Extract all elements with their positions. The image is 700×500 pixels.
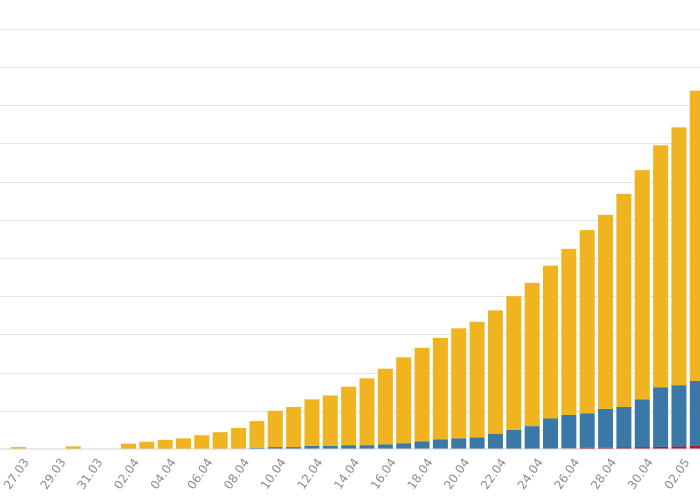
x-tick-label: 28.04 (588, 456, 619, 492)
x-tick-label: 02.04 (111, 456, 142, 492)
bar-segment (598, 447, 614, 449)
bar-segment (451, 438, 467, 449)
bar-segment (506, 296, 522, 430)
bar-segment (598, 408, 614, 448)
bar-segment (120, 443, 136, 449)
bar-segment (322, 395, 338, 446)
bar-segment (65, 446, 81, 449)
x-tick-label: 08.04 (221, 456, 252, 492)
bar-segment (157, 439, 173, 449)
bar-segment (487, 433, 503, 449)
x-tick-label: 02.05 (661, 456, 692, 492)
bar-segment (598, 214, 614, 409)
x-tick-label: 24.04 (515, 456, 546, 492)
bar-segment (616, 447, 632, 449)
bar-segment (451, 328, 467, 439)
bar-segment (377, 444, 393, 449)
bar-segment (396, 357, 412, 444)
bar-segment (396, 443, 412, 449)
bar-segment (414, 347, 430, 442)
bar-segment (286, 406, 302, 448)
bar-segment (432, 439, 448, 449)
bar-segment (653, 145, 669, 388)
bar-segment (377, 368, 393, 445)
bar-segment (561, 415, 577, 449)
x-tick-label: 31.03 (74, 456, 105, 492)
bar-segment (304, 445, 320, 449)
bar-segment (10, 447, 26, 449)
bar-segment (249, 447, 265, 449)
bar-segment (561, 248, 577, 415)
bar-segment (671, 127, 687, 386)
bar-segment (616, 406, 632, 448)
bar-segment (231, 427, 247, 449)
x-axis-ticks: 27.03 29.03 31.03 02.04 04.04 06.04 08.04 10.04… (1, 456, 693, 492)
bar-segment (671, 385, 687, 447)
bar-segment (267, 447, 283, 449)
bar-segment (341, 445, 357, 449)
x-tick-label: 30.04 (625, 456, 656, 492)
bar-segment (616, 193, 632, 407)
bar-segment (414, 441, 430, 449)
bar-segment (689, 381, 700, 446)
bar-segment (341, 386, 357, 446)
x-tick-label: 14.04 (331, 456, 362, 492)
x-tick-label: 22.04 (478, 456, 509, 492)
bar-segment (653, 387, 669, 447)
bar-segment (689, 90, 700, 382)
bar-segment (634, 170, 650, 400)
x-tick-label: 06.04 (184, 456, 215, 492)
bar-segment (634, 399, 650, 448)
bar-segment (506, 429, 522, 449)
x-tick-label: 18.04 (405, 456, 436, 492)
x-tick-label: 12.04 (294, 456, 325, 492)
bar-segment (194, 435, 210, 449)
bar-segment (176, 438, 191, 449)
x-tick-label: 26.04 (551, 456, 582, 492)
bar-segment (249, 421, 265, 448)
bar-segment (359, 378, 375, 446)
x-tick-label: 20.04 (441, 456, 472, 492)
bar-segment (653, 446, 669, 449)
bar-segment (322, 445, 338, 449)
bar-segment (487, 310, 503, 434)
bar-segment (579, 447, 595, 449)
bar-segment (304, 399, 320, 446)
x-tick-label: 29.03 (38, 456, 69, 492)
bar-segment (139, 441, 155, 449)
gridlines (0, 29, 700, 412)
bar-segment (286, 447, 302, 449)
bar-segment (689, 445, 700, 449)
bar-segment (267, 410, 283, 448)
x-tick-label: 16.04 (368, 456, 399, 492)
bar-segment (524, 426, 540, 449)
bar-segment (524, 282, 540, 427)
bar-segment (579, 413, 595, 448)
bar-segment (212, 432, 228, 449)
bar-segment (359, 445, 375, 449)
bar-segment (469, 321, 485, 438)
bar-segment (634, 447, 650, 449)
bar-segment (579, 230, 595, 414)
x-tick-label: 04.04 (148, 456, 179, 492)
bar-segment (671, 446, 687, 449)
bars (10, 90, 700, 450)
x-tick-label: 27.03 (1, 456, 32, 492)
bar-segment (543, 265, 558, 419)
x-tick-label: 10.04 (258, 456, 289, 492)
bar-segment (432, 337, 448, 440)
bar-segment (469, 437, 485, 449)
bar-segment (543, 418, 558, 449)
